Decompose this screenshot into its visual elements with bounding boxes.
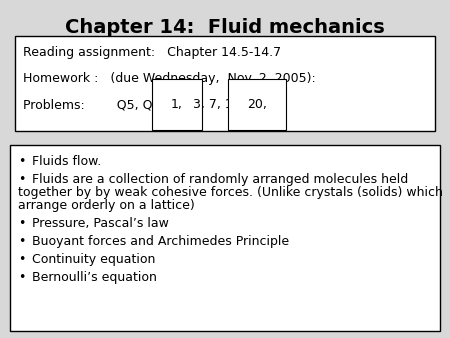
- Text: 1,: 1,: [171, 98, 183, 111]
- Text: Chapter 14:  Fluid mechanics: Chapter 14: Fluid mechanics: [65, 18, 385, 37]
- Text: •: •: [18, 173, 25, 186]
- Text: •: •: [18, 217, 25, 230]
- Text: Fluids flow.: Fluids flow.: [32, 155, 101, 168]
- Text: 20,: 20,: [247, 98, 267, 111]
- Text: arrange orderly on a lattice): arrange orderly on a lattice): [18, 199, 195, 212]
- Text: Pressure, Pascal’s law: Pressure, Pascal’s law: [32, 217, 169, 230]
- Bar: [10, 145, 440, 331]
- Text: 3, 7, 12,: 3, 7, 12,: [189, 98, 248, 111]
- Text: Reading assignment:   Chapter 14.5-14.7: Reading assignment: Chapter 14.5-14.7: [23, 46, 281, 59]
- Text: together by by weak cohesive forces. (Unlike crystals (solids) which: together by by weak cohesive forces. (Un…: [18, 186, 443, 199]
- Text: •: •: [18, 271, 25, 284]
- Bar: [15, 36, 435, 131]
- Text: Bernoulli’s equation: Bernoulli’s equation: [32, 271, 157, 284]
- Text: Buoyant forces and Archimedes Principle: Buoyant forces and Archimedes Principle: [32, 235, 289, 248]
- Text: Homework :   (due Wednesday,  Nov. 2, 2005):: Homework : (due Wednesday, Nov. 2, 2005)…: [23, 72, 316, 85]
- Text: •: •: [18, 253, 25, 266]
- Text: •: •: [18, 155, 25, 168]
- Text: Problems:        Q5, Q10,: Problems: Q5, Q10,: [23, 98, 176, 111]
- Text: Fluids are a collection of randomly arranged molecules held: Fluids are a collection of randomly arra…: [32, 173, 408, 186]
- Text: •: •: [18, 235, 25, 248]
- Text: Continuity equation: Continuity equation: [32, 253, 155, 266]
